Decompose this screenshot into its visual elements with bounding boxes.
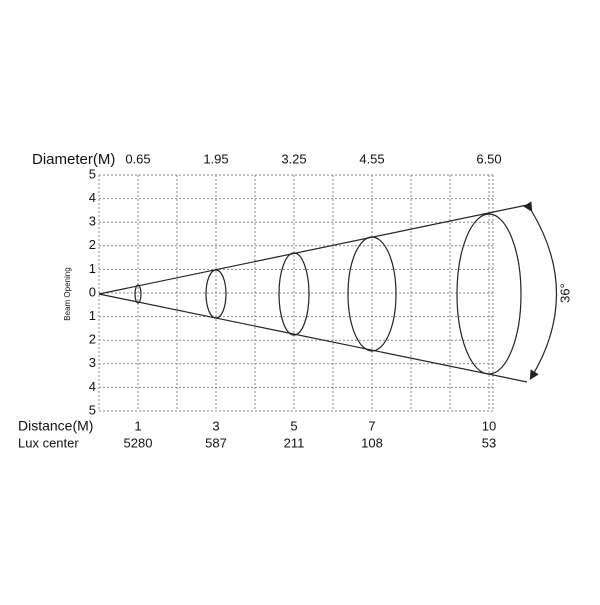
y-tick-label: 4	[89, 190, 96, 205]
lux-value: 5280	[124, 435, 153, 450]
distance-value: 1	[134, 418, 141, 433]
y-tick-label: 2	[89, 332, 96, 347]
distance-label: Distance(M)	[18, 418, 93, 434]
angle-label: 36°	[557, 283, 572, 303]
y-tick-label: 3	[89, 214, 96, 229]
distance-value: 7	[368, 418, 375, 433]
distance-value: 5	[290, 418, 297, 433]
beam-edge	[98, 293, 528, 383]
lux-value: 108	[361, 435, 383, 450]
y-tick-label: 5	[89, 166, 96, 181]
distance-value: 3	[212, 418, 219, 433]
diameter-value: 3.25	[281, 151, 306, 166]
diameter-title: Diameter(M)	[32, 151, 115, 168]
angle-arc	[523, 201, 558, 381]
diameter-value: 1.95	[203, 151, 228, 166]
diameter-value: 6.50	[476, 151, 501, 166]
y-tick-label: 1	[89, 261, 96, 276]
lux-value: 53	[482, 435, 496, 450]
beam-edge	[98, 204, 528, 295]
beam-ellipse	[456, 213, 522, 375]
beam-ellipse	[134, 284, 142, 304]
lux-label: Lux center	[18, 435, 79, 450]
y-tick-label: 5	[89, 402, 96, 417]
lux-value: 587	[205, 435, 227, 450]
beam-ellipse	[347, 236, 397, 352]
grid	[98, 174, 494, 412]
y-tick-label: 1	[89, 308, 96, 323]
distance-value: 10	[482, 418, 496, 433]
beam-ellipse	[278, 252, 310, 336]
axis-label: Beam Opening	[63, 267, 72, 320]
diameter-value: 4.55	[359, 151, 384, 166]
beam-ellipse	[205, 269, 227, 319]
y-tick-label: 4	[89, 379, 96, 394]
y-tick-label: 2	[89, 237, 96, 252]
y-tick-label: 0	[89, 284, 96, 299]
lux-value: 211	[284, 435, 305, 450]
y-tick-label: 3	[89, 355, 96, 370]
diameter-value: 0.65	[125, 151, 150, 166]
